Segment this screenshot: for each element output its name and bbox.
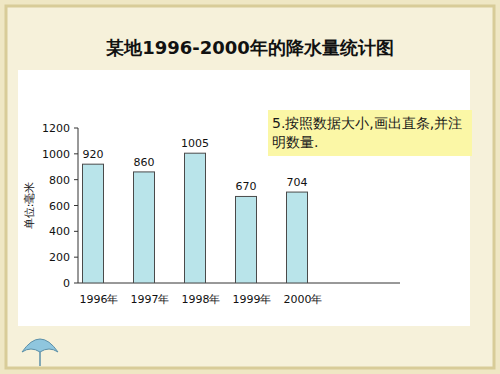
bar <box>236 196 257 283</box>
y-tick-label: 400 <box>49 225 70 238</box>
y-tick-label: 1200 <box>42 122 70 135</box>
x-tick-label: 2000年 <box>284 293 323 306</box>
title: 某地1996-2000年的降水量统计图 <box>105 37 394 58</box>
slide-frame <box>6 6 494 368</box>
y-tick-label: 1000 <box>42 148 70 161</box>
x-tick-label: 1997年 <box>131 293 170 306</box>
bar <box>83 164 104 283</box>
umbrella-handle <box>39 352 41 366</box>
data-label: 860 <box>134 156 155 169</box>
bar <box>134 172 155 283</box>
bar <box>185 153 206 283</box>
data-label: 704 <box>287 176 308 189</box>
data-label: 920 <box>83 148 104 161</box>
y-tick <box>74 283 78 284</box>
chart-svg: 某地1996-2000年的降水量统计图 0 200 400 600 800 1000 1200… <box>0 0 500 374</box>
data-label: 670 <box>236 180 257 193</box>
y-axis <box>78 128 79 283</box>
y-tick <box>74 128 78 129</box>
y-axis-title: 单位:毫米 <box>23 182 36 230</box>
background <box>0 0 500 374</box>
y-tick-label: 800 <box>49 174 70 187</box>
y-tick <box>74 231 78 232</box>
y-tick <box>74 257 78 258</box>
umbrella-icon <box>22 339 58 352</box>
x-tick-label: 1996年 <box>80 293 119 306</box>
bars <box>83 153 308 283</box>
y-tick-label: 600 <box>49 200 70 213</box>
page: 某地1996-2000年的降水量统计图 0 200 400 600 800 1000 1200… <box>0 0 500 374</box>
x-tick-label: 1999年 <box>233 293 272 306</box>
y-tick <box>74 205 78 206</box>
annotation: 5.按照数据大小,画出直条,并注明数量. <box>268 110 472 156</box>
data-label: 1005 <box>181 137 209 150</box>
y-tick <box>74 153 78 154</box>
panel <box>18 70 470 326</box>
x-tick-label: 1998年 <box>182 293 221 306</box>
bar <box>287 192 308 283</box>
y-tick-label: 200 <box>49 251 70 264</box>
y-tick-label: 0 <box>63 277 70 290</box>
y-tick <box>74 179 78 180</box>
